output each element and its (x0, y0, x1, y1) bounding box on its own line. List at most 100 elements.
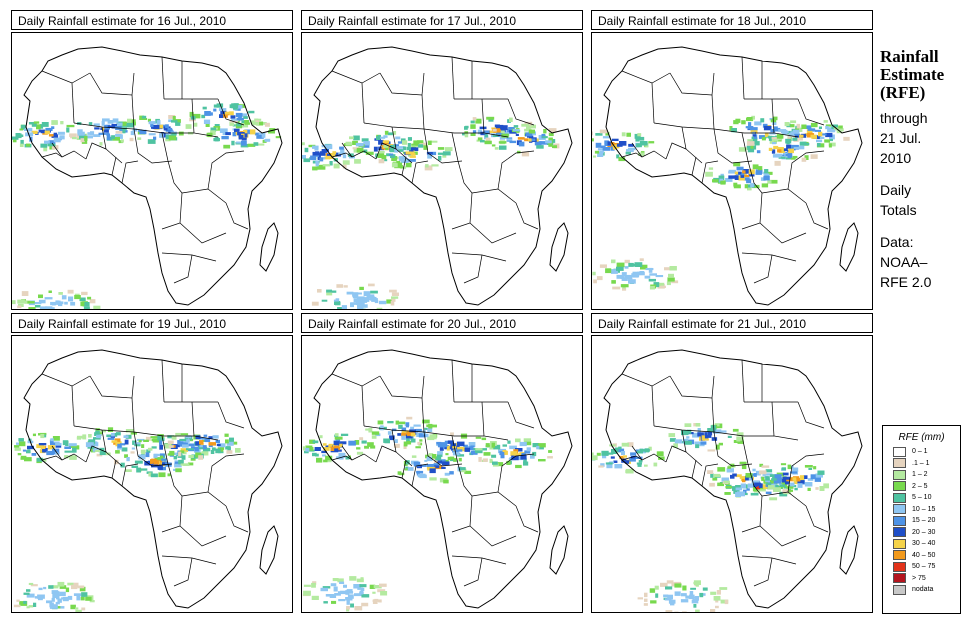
rain-cell (250, 120, 255, 124)
rain-cell (720, 180, 726, 185)
madagascar-coastline (839, 525, 859, 575)
rain-cell (64, 301, 68, 305)
rain-cell (44, 130, 50, 135)
madagascar-coastline (549, 222, 569, 272)
rain-cell (397, 471, 402, 475)
rain-cell (398, 424, 403, 429)
rain-cell (182, 451, 187, 455)
rain-cell (364, 445, 370, 449)
rain-cell (463, 444, 468, 449)
rain-cell (695, 596, 699, 601)
rain-cell (95, 449, 101, 452)
rain-cell (444, 472, 450, 476)
rain-cell (634, 133, 641, 139)
rain-cell (425, 454, 430, 459)
rain-cell (48, 140, 56, 145)
rain-cell (405, 422, 409, 428)
rain-cell (315, 160, 319, 164)
rain-cell (709, 482, 715, 487)
rain-cell (616, 154, 620, 159)
through-date-line2: 2010 (880, 150, 912, 166)
rain-cell (82, 302, 90, 307)
rain-cell (210, 130, 216, 136)
rain-cell (134, 460, 143, 464)
rain-cell (130, 130, 135, 136)
rain-cell (759, 487, 766, 492)
rain-cell (626, 132, 631, 137)
rain-cell (735, 487, 743, 491)
country-border (463, 254, 483, 284)
rain-cell (226, 441, 234, 446)
rain-cell (656, 282, 665, 286)
rain-cell (102, 118, 110, 122)
rain-cell (784, 122, 790, 127)
rain-cell (746, 141, 755, 146)
rain-cell (178, 131, 184, 136)
rain-cell (19, 143, 24, 147)
rain-cell (303, 584, 311, 587)
rain-cell (527, 135, 534, 138)
rain-cell (736, 436, 744, 441)
rain-cell (753, 134, 758, 139)
rainfall-field (12, 103, 282, 309)
rain-cell (728, 169, 736, 174)
rain-cell (81, 592, 88, 597)
rain-cell (479, 126, 487, 130)
rain-cell (419, 439, 423, 442)
rain-cell (614, 464, 623, 469)
rain-cell (148, 121, 156, 125)
rain-cell (315, 152, 321, 156)
data-source-line1: NOAA– (880, 254, 928, 270)
rain-cell (776, 134, 784, 139)
rain-cell (691, 599, 699, 604)
rain-cell (207, 132, 212, 138)
rain-cell (794, 132, 800, 136)
rain-cell (33, 602, 37, 607)
rain-cell (753, 473, 757, 477)
legend-swatch (893, 584, 906, 595)
rain-cell (406, 431, 415, 436)
rain-cell (424, 165, 433, 171)
rain-cell (548, 137, 553, 142)
rain-cell (202, 106, 207, 110)
rain-cell (732, 128, 737, 133)
country-border (217, 401, 245, 429)
rain-cell (740, 483, 746, 489)
rain-cell (55, 601, 60, 605)
rain-cell (378, 146, 385, 151)
rain-cell (151, 446, 157, 449)
country-border (71, 82, 75, 124)
rain-cell (19, 441, 26, 447)
rain-cell (126, 122, 135, 128)
rain-cell (39, 124, 44, 129)
rain-cell (59, 585, 67, 589)
country-border (375, 445, 397, 463)
rain-cell (713, 473, 721, 477)
rain-cell (398, 421, 406, 425)
rain-cell (446, 445, 450, 451)
country-border (631, 142, 667, 160)
rain-cell (180, 433, 189, 436)
rain-cell (139, 118, 148, 120)
rain-cell (27, 445, 34, 450)
rain-cell (828, 142, 836, 147)
rain-cell (424, 459, 428, 462)
rain-cell (354, 606, 363, 611)
rain-cell (174, 463, 182, 468)
rain-cell (748, 169, 755, 175)
rain-cell (499, 145, 507, 150)
rain-cell (371, 431, 380, 435)
country-border (111, 459, 117, 479)
rain-cell (52, 585, 59, 589)
rain-cell (450, 432, 454, 436)
rain-cell (62, 596, 69, 602)
rain-cell (605, 452, 614, 455)
rain-cell (724, 599, 729, 605)
rain-cell (438, 155, 442, 161)
rain-cell (725, 485, 732, 489)
rain-cell (506, 138, 512, 141)
rain-cell (203, 119, 211, 124)
country-border (787, 453, 825, 493)
country-border (701, 463, 719, 487)
country-border (207, 453, 245, 493)
